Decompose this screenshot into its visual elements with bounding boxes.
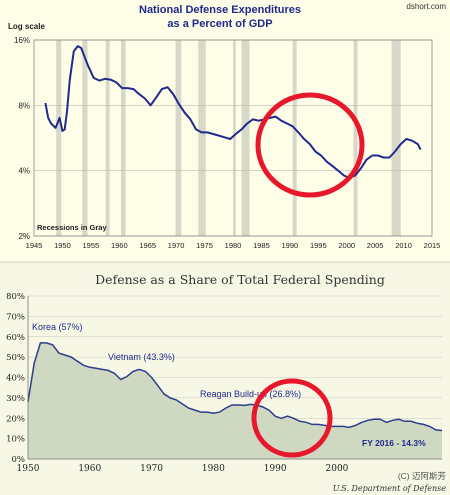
- top-x-tick-label: 1975: [196, 241, 213, 250]
- recession-band-1: [82, 40, 88, 236]
- bottom-y-tick-label: 20%: [6, 414, 25, 424]
- top-x-tick-label: 1985: [253, 241, 270, 250]
- top-x-tick-label: 1990: [282, 241, 299, 250]
- bottom-y-tick-label: 40%: [6, 374, 25, 384]
- bottom-y-tick-label: 70%: [6, 312, 25, 322]
- top-x-tick-label: 1970: [168, 241, 185, 250]
- bottom-y-tick-label: 80%: [6, 292, 25, 302]
- bottom-chart-title: Defense as a Share of Total Federal Spen…: [95, 272, 385, 287]
- bottom-x-tick-label: 1990: [264, 464, 287, 474]
- bottom-x-tick-label: 1980: [202, 464, 225, 474]
- bottom-x-tick-label: 1950: [17, 464, 40, 474]
- recession-band-5: [198, 40, 206, 236]
- top-y-axis-label: Log scale: [8, 22, 45, 31]
- recession-band-9: [353, 40, 358, 236]
- recession-bands: [56, 40, 401, 236]
- top-y-tick-label: 8%: [18, 101, 30, 110]
- top-x-tick-label: 1955: [83, 241, 100, 250]
- top-x-tick-label: 2005: [367, 241, 384, 250]
- top-chart-title: National Defense Expenditures: [139, 4, 301, 16]
- top-panel-background: [0, 0, 450, 262]
- annotation-fy2016: FY 2016 - 14.3%: [362, 438, 426, 448]
- highlight-circle-top: [255, 92, 365, 198]
- recession-band-3: [120, 40, 126, 236]
- bottom-y-ticks: 0% 10% 20% 30% 40% 50% 60% 70% 80%: [6, 292, 25, 465]
- top-x-tick-label: 1950: [54, 241, 71, 250]
- bottom-x-ticks: 1950 1960 1970 1980 1990 2000: [17, 464, 349, 474]
- top-y-tick-label: 16%: [14, 36, 30, 45]
- top-x-tick-label: 1995: [310, 241, 327, 250]
- top-y-tick-label: 4%: [18, 167, 30, 176]
- recession-band-4: [175, 40, 182, 236]
- recession-band-10: [391, 40, 401, 236]
- recession-band-6: [233, 40, 236, 236]
- annotation-vietnam: Vietnam (43.3%): [108, 352, 175, 362]
- source-note: U.S. Department of Defense: [333, 484, 447, 493]
- watermark-text: (C) 迈阿斯芳: [398, 471, 446, 481]
- top-plot-frame: [33, 39, 433, 237]
- annotation-korea: Korea (57%): [32, 322, 83, 332]
- top-x-tick-label: 1965: [139, 241, 156, 250]
- recession-band-7: [241, 40, 250, 236]
- recessions-note: Recessions in Gray: [37, 223, 107, 232]
- recession-band-8: [292, 40, 297, 236]
- source-label: dshort.com: [406, 2, 446, 11]
- top-y-ticks: 2% 4% 8% 16%: [14, 36, 30, 241]
- top-chart-subtitle: as a Percent of GDP: [167, 18, 272, 30]
- federal-share-area: [28, 342, 442, 459]
- annotation-reagan: Reagan Build-up (26.8%): [200, 389, 301, 399]
- bottom-x-tick-label: 2000: [326, 464, 349, 474]
- bottom-x-tick-label: 1970: [140, 464, 163, 474]
- federal-share-series-line: [27, 342, 443, 432]
- top-x-ticks: 1945 1950 1955 1960 1965 1970 1975 1980 1985 1990…: [26, 241, 441, 250]
- bottom-y-tick-label: 10%: [6, 435, 25, 445]
- bottom-x-tick-label: 1960: [78, 464, 101, 474]
- top-x-tick-label: 1980: [225, 241, 242, 250]
- top-x-tick-label: 2010: [395, 241, 412, 250]
- bottom-y-tick-label: 30%: [6, 394, 25, 404]
- bottom-y-tick-label: 0%: [12, 455, 26, 465]
- bottom-y-tick-label: 50%: [6, 353, 25, 363]
- recession-band-2: [105, 40, 110, 236]
- top-y-tick-label: 2%: [18, 232, 30, 241]
- top-x-tick-label: 2015: [424, 241, 441, 250]
- highlight-circle-bottom: [251, 378, 333, 458]
- recession-band-0: [56, 40, 62, 236]
- bottom-y-tick-label: 60%: [6, 333, 25, 343]
- top-x-tick-label: 2000: [338, 241, 355, 250]
- gdp-share-series-line: [44, 45, 422, 179]
- top-x-tick-label: 1945: [26, 241, 43, 250]
- top-x-tick-label: 1960: [111, 241, 128, 250]
